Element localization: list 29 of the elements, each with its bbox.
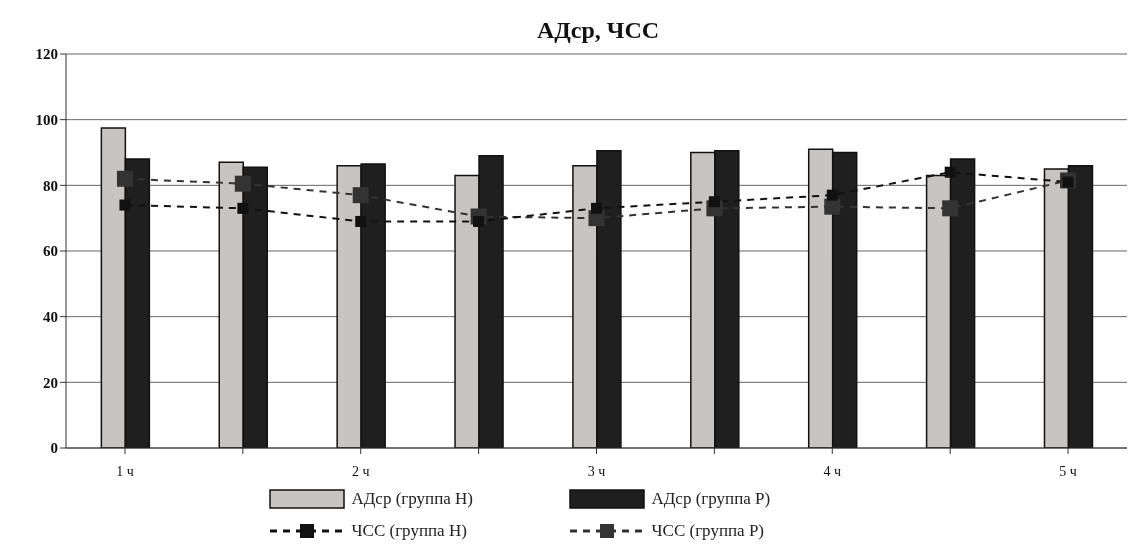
point bbox=[237, 202, 249, 214]
point bbox=[824, 198, 841, 215]
x-tick-label: 3 ч bbox=[587, 463, 606, 479]
point bbox=[352, 187, 369, 204]
y-tick-label: 60 bbox=[43, 243, 58, 260]
point bbox=[591, 202, 602, 214]
legend-label: ЧСС (группа Р) bbox=[651, 521, 764, 541]
point bbox=[708, 196, 720, 208]
y-tick-label: 100 bbox=[35, 111, 58, 128]
y-tick-label: 40 bbox=[43, 308, 58, 325]
y-tick-label: 120 bbox=[35, 46, 58, 63]
y-tick-label: 0 bbox=[50, 440, 58, 457]
point bbox=[355, 215, 367, 227]
legend-label: АДср (группа Р) bbox=[651, 489, 771, 509]
x-tick-label: 2 ч bbox=[351, 463, 370, 479]
point bbox=[116, 170, 133, 187]
legend-label: ЧСС (группа Н) bbox=[351, 521, 467, 541]
point bbox=[234, 175, 251, 192]
point bbox=[119, 199, 131, 211]
x-tick-label: 1 ч bbox=[116, 463, 134, 479]
x-tick-label: 4 ч bbox=[823, 463, 842, 479]
y-tick-label: 80 bbox=[43, 177, 58, 194]
y-tick-label: 20 bbox=[43, 374, 58, 391]
point bbox=[944, 166, 956, 178]
point bbox=[826, 189, 838, 201]
chart-title: АДср, ЧСС bbox=[536, 17, 660, 43]
x-tick-label: 5 ч bbox=[1059, 463, 1077, 479]
legend-label: АДср (группа Н) bbox=[351, 489, 474, 509]
point bbox=[942, 200, 959, 217]
